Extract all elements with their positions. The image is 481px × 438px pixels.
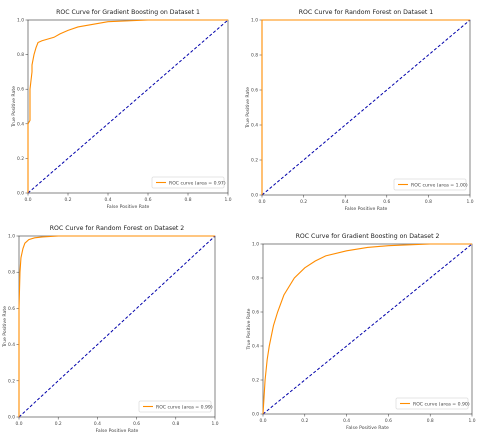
y-tick-label: 0.8 [8,270,15,276]
y-tick-label: 0.8 [251,53,258,59]
roc-curve-line [261,19,470,195]
x-tick-label: 0.4 [94,421,101,427]
x-tick-label: 0.2 [300,199,307,205]
y-tick-label: 0.6 [252,310,259,316]
x-tick-label: 0.8 [185,197,192,203]
x-tick-label: 0.4 [342,199,349,205]
roc-chart-gb-dataset1: ROC Curve for Gradient Boosting on Datas… [11,9,232,210]
chance-diagonal-line [18,235,216,418]
y-tick-label: 0.2 [17,156,24,162]
x-tick-label: 0.4 [105,197,112,203]
x-tick-label: 0.6 [385,418,392,424]
y-tick-label: 1.0 [17,18,24,24]
legend-label: ROC curve (area = 1.00) [411,182,468,188]
roc-curve-line [27,19,228,193]
roc-chart-rf-dataset1: ROC Curve for Random Forest on Dataset 1… [245,9,474,212]
x-tick-label: 0.6 [133,421,140,427]
y-tick-label: 1.0 [252,242,259,248]
legend-box [138,400,212,413]
y-tick-label: 0.0 [252,412,259,418]
y-tick-label: 0.2 [251,158,258,164]
legend-label: ROC curve (area = 0.99) [156,404,213,410]
x-tick-label: 0.4 [343,418,350,424]
x-tick-label: 0.8 [427,418,434,424]
x-tick-label: 0.0 [260,418,267,424]
chart-title: ROC Curve for Random Forest on Dataset 2 [50,225,185,232]
plot-frame [27,19,229,194]
roc-curve-line [18,235,215,417]
x-axis-label: False Positive Rate [346,425,389,431]
chart-title: ROC Curve for Random Forest on Dataset 1 [299,9,434,16]
y-tick-label: 0.6 [8,306,15,312]
x-axis-label: False Positive Rate [96,428,139,434]
chart-title: ROC Curve for Gradient Boosting on Datas… [56,9,200,16]
plot-frame [262,243,473,415]
y-tick-label: 0.4 [8,342,15,348]
x-tick-label: 0.2 [301,418,308,424]
y-tick-label: 0.4 [17,121,24,127]
x-tick-label: 0.8 [425,199,432,205]
x-tick-label: 1.0 [212,421,219,427]
x-axis-label: False Positive Rate [107,204,150,210]
x-tick-label: 1.0 [469,418,476,424]
x-tick-label: 0.8 [172,421,179,427]
y-axis-label: True Positive Rate [245,87,251,129]
x-tick-label: 0.0 [25,197,32,203]
roc-chart-rf-dataset2: ROC Curve for Random Forest on Dataset 2… [2,225,219,434]
y-tick-label: 1.0 [251,18,258,24]
y-tick-label: 0.4 [252,344,259,350]
legend-label: ROC curve (area = 0.90) [413,401,470,407]
y-tick-label: 0.8 [17,52,24,58]
x-tick-label: 1.0 [467,199,474,205]
y-tick-label: 0.6 [251,88,258,94]
roc-curve-line [262,243,472,415]
x-tick-label: 0.2 [55,421,62,427]
x-tick-label: 1.0 [225,197,232,203]
y-tick-label: 1.0 [8,234,15,240]
y-tick-label: 0.8 [252,276,259,282]
x-tick-label: 0.2 [65,197,72,203]
chance-diagonal-line [27,19,229,194]
y-tick-label: 0.2 [252,378,259,384]
x-tick-label: 0.0 [259,199,266,205]
legend-label: ROC curve (area = 0.97) [169,180,226,186]
y-tick-label: 0.0 [251,193,258,199]
legend-box [395,397,469,410]
y-tick-label: 0.4 [251,123,258,129]
x-tick-label: 0.6 [145,197,152,203]
y-axis-label: True Positive Rate [11,86,17,128]
chance-diagonal-line [262,243,473,415]
y-axis-label: True Positive Rate [246,308,252,350]
y-axis-label: True Positive Rate [2,306,8,348]
y-tick-label: 0.2 [8,378,15,384]
x-tick-label: 0.0 [16,421,23,427]
chance-diagonal-line [261,19,471,196]
y-tick-label: 0.0 [17,191,24,197]
legend-box [393,178,467,191]
x-tick-label: 0.6 [383,199,390,205]
roc-chart-gb-dataset2: ROC Curve for Gradient Boosting on Datas… [246,233,476,431]
legend-box [151,176,225,189]
y-tick-label: 0.6 [17,87,24,93]
x-axis-label: False Positive Rate [345,206,388,212]
chart-title: ROC Curve for Gradient Boosting on Datas… [296,233,440,240]
y-tick-label: 0.0 [8,415,15,421]
